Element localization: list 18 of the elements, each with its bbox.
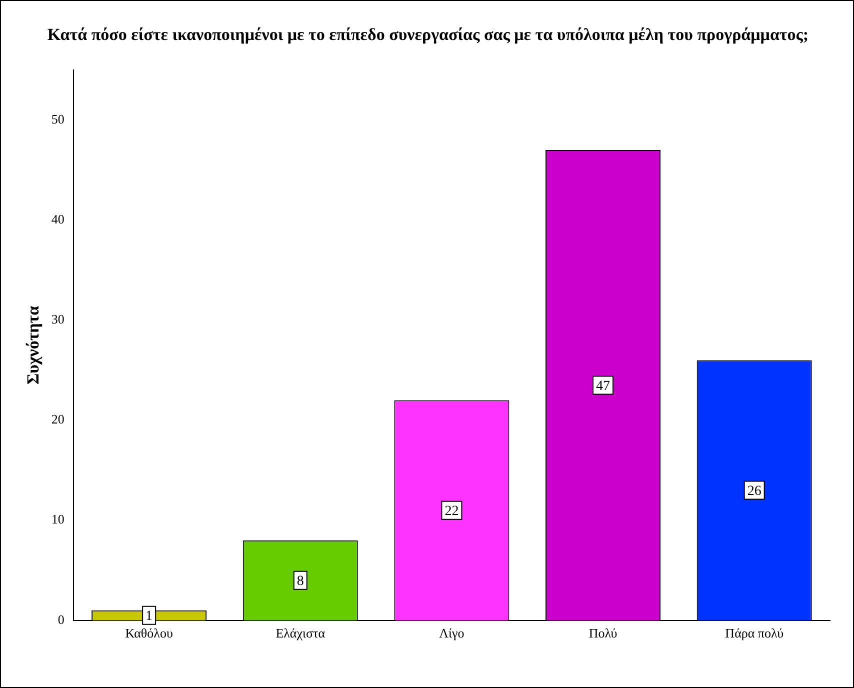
x-tick-label: Ελάχιστα <box>276 626 326 641</box>
y-tick-label: 50 <box>51 111 64 126</box>
x-tick-label: Λίγο <box>439 626 464 641</box>
data-label: 26 <box>747 484 762 499</box>
y-tick-label: 20 <box>51 412 64 427</box>
y-axis-title: Συχνότητα <box>24 305 43 385</box>
y-tick-label: 30 <box>51 312 64 327</box>
chart-title: Κατά πόσο είστε ικανοποιημένοι με το επίπεδο συνεργασίας σας με τα υπόλοιπα μέλη του προγράμματος; <box>46 25 810 44</box>
y-tick-label: 10 <box>51 512 64 527</box>
x-tick-label: Πάρα πολύ <box>725 626 784 641</box>
data-label: 22 <box>444 504 459 519</box>
data-label: 8 <box>296 574 304 590</box>
x-tick-label: Πολύ <box>588 626 618 641</box>
y-tick-label: 0 <box>58 612 64 627</box>
data-label: 1 <box>146 609 153 624</box>
x-tick-label: Καθόλου <box>125 626 173 641</box>
data-label: 47 <box>596 378 610 394</box>
y-tick-label: 40 <box>51 212 64 227</box>
